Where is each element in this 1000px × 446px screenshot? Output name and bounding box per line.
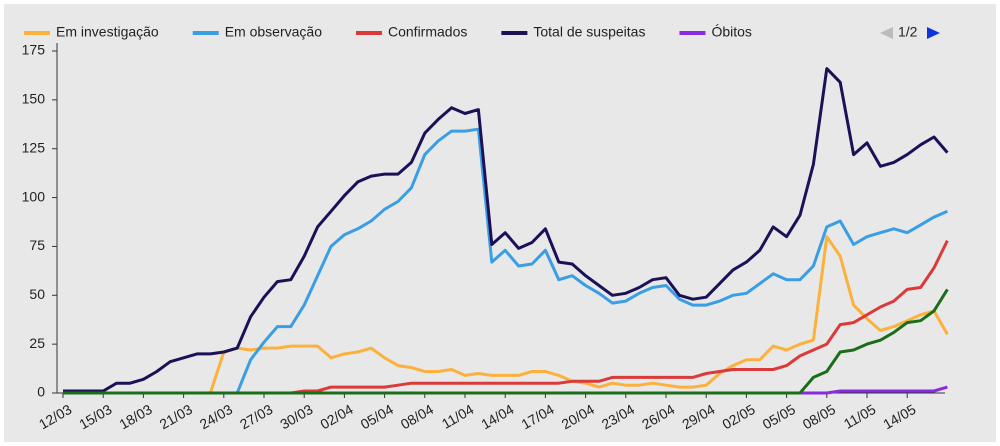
legend-label[interactable]: Confirmados [388,24,467,40]
y-tick-label: 125 [22,139,46,155]
legend-label[interactable]: Em investigação [56,24,159,40]
series-line [63,67,949,393]
y-tick-label: 50 [29,286,45,302]
legend-pager: 1/2 [898,24,918,40]
y-tick-label: 100 [22,188,46,204]
background [4,4,996,442]
pager-next[interactable] [927,27,940,39]
pager-prev[interactable] [880,27,893,39]
legend-label[interactable]: Total de suspeitas [533,24,645,40]
y-tick-label: 175 [22,42,46,58]
y-tick-label: 150 [22,91,46,107]
series-line [63,288,949,395]
y-tick-label: 0 [37,384,45,400]
y-tick-label: 75 [29,237,45,253]
y-tick-label: 25 [29,335,45,351]
legend-label[interactable]: Óbitos [711,24,751,40]
legend-label[interactable]: Em observação [225,24,322,40]
